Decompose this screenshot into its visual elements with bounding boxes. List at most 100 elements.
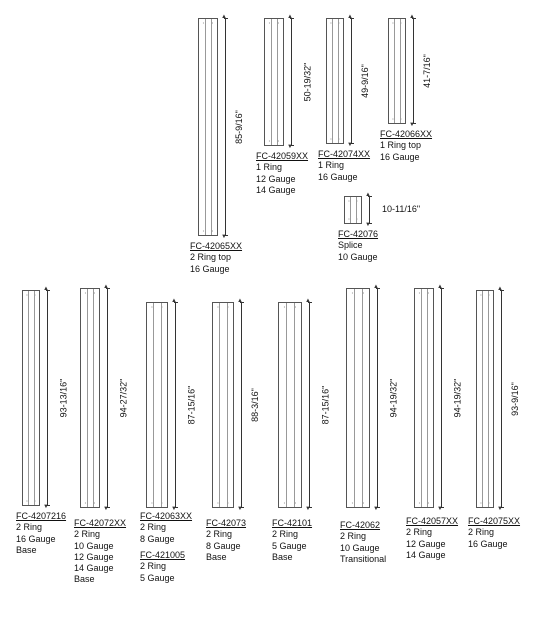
part-number: FC-42101 (272, 518, 312, 528)
column: •• •• (146, 302, 168, 508)
label-line: Transitional (340, 554, 386, 564)
label-fc-42062: FC-42062 2 Ring 10 Gauge Transitional (340, 520, 386, 565)
label-line: 8 Gauge (206, 541, 241, 551)
label-line: 5 Gauge (140, 573, 175, 583)
column: •• •• (212, 302, 234, 508)
label-line: 2 Ring (16, 522, 42, 532)
part-number: FC-42063XX (140, 511, 192, 521)
part-number: FC-42073 (206, 518, 246, 528)
dim-value: 94-19/32" (388, 377, 398, 420)
dim-value: 94-19/32" (452, 377, 462, 420)
label-fc-42074xx: FC-42074XX 1 Ring 16 Gauge (318, 149, 370, 183)
dim-value: 93-13/16" (58, 377, 68, 420)
dim-value: 88-3/16" (250, 386, 260, 424)
dimension: 87-15/16" (174, 302, 178, 508)
label-line: 1 Ring (318, 160, 344, 170)
dimension (368, 196, 372, 224)
label-line: Splice (338, 240, 363, 250)
parts-diagram: •• •• 85-9/16" FC-42065XX 2 Ring top 16 … (8, 8, 525, 614)
part-number: FC-42076 (338, 229, 378, 239)
label-fc-42057xx: FC-42057XX 2 Ring 12 Gauge 14 Gauge (406, 516, 458, 561)
dim-value: 94-27/32" (118, 377, 128, 420)
label-fc-42072xx: FC-42072XX 2 Ring 10 Gauge 12 Gauge 14 G… (74, 518, 126, 586)
dimension: 41-7/16" (412, 18, 416, 124)
label-line: 12 Gauge (74, 552, 114, 562)
dim-value: 87-15/16" (186, 384, 196, 427)
part-number: FC-42057XX (406, 516, 458, 526)
label-line: 2 Ring (140, 561, 166, 571)
dimension: 93-9/16" (500, 290, 504, 508)
label-fc-42059xx: FC-42059XX 1 Ring 12 Gauge 14 Gauge (256, 151, 308, 196)
column: •• •• (476, 290, 494, 508)
column: •• •• (326, 18, 344, 144)
label-line: Base (272, 552, 293, 562)
label-line: 12 Gauge (406, 539, 446, 549)
label-line: 1 Ring (256, 162, 282, 172)
label-fc-42075xx: FC-42075XX 2 Ring 16 Gauge (468, 516, 520, 550)
dim-value: 41-7/16" (422, 52, 432, 90)
label-fc-421005: FC-421005 2 Ring 5 Gauge (140, 550, 185, 584)
label-line: 14 Gauge (74, 563, 114, 573)
label-line: 16 Gauge (16, 534, 56, 544)
label-line: 5 Gauge (272, 541, 307, 551)
dim-value-horiz: 10-11/16" (382, 204, 420, 215)
dimension: 94-19/32" (376, 288, 380, 508)
label-fc-42066xx: FC-42066XX 1 Ring top 16 Gauge (380, 129, 432, 163)
label-fc-42073: FC-42073 2 Ring 8 Gauge Base (206, 518, 246, 563)
label-line: 16 Gauge (380, 152, 420, 162)
label-line: 16 Gauge (190, 264, 230, 274)
dim-value: 93-9/16" (510, 380, 520, 418)
dimension: 88-3/16" (240, 302, 244, 508)
label-line: 10 Gauge (340, 543, 380, 553)
dim-value: 49-9/16" (360, 62, 370, 100)
part-number: FC-4207216 (16, 511, 66, 521)
column: •• •• (388, 18, 406, 124)
column: •• •• (22, 290, 40, 506)
label-line: 16 Gauge (318, 172, 358, 182)
part-number: FC-42074XX (318, 149, 370, 159)
part-number: FC-42062 (340, 520, 380, 530)
dimension: 94-19/32" (440, 288, 444, 508)
label-line: 14 Gauge (406, 550, 446, 560)
label-line: 8 Gauge (140, 534, 175, 544)
label-fc-42076: FC-42076 Splice 10 Gauge (338, 229, 378, 263)
dimension: 94-27/32" (106, 288, 110, 508)
label-line: 2 Ring (468, 527, 494, 537)
label-line: 12 Gauge (256, 174, 296, 184)
label-line: Base (206, 552, 227, 562)
dim-value: 87-15/16" (320, 384, 330, 427)
part-number: FC-42059XX (256, 151, 308, 161)
label-line: 2 Ring (74, 529, 100, 539)
label-line: 2 Ring (206, 529, 232, 539)
part-number: FC-42072XX (74, 518, 126, 528)
part-number: FC-421005 (140, 550, 185, 560)
dimension: 50-19/32" (290, 18, 294, 146)
label-line: 2 Ring top (190, 252, 231, 262)
label-line: Base (74, 574, 95, 584)
label-fc-42065xx: FC-42065XX 2 Ring top 16 Gauge (190, 241, 242, 275)
label-line: 10 Gauge (74, 541, 114, 551)
dimension: 49-9/16" (350, 18, 354, 144)
column: •• •• (198, 18, 218, 236)
column: •• •• (264, 18, 284, 146)
dim-value: 50-19/32" (302, 61, 312, 104)
label-line: 14 Gauge (256, 185, 296, 195)
dim-value: 85-9/16" (234, 108, 244, 146)
column: •• •• (346, 288, 370, 508)
column: •• •• (80, 288, 100, 508)
dimension: 85-9/16" (224, 18, 228, 236)
part-number: FC-42066XX (380, 129, 432, 139)
label-line: 16 Gauge (468, 539, 508, 549)
column: •• •• (278, 302, 302, 508)
label-fc-42063xx: FC-42063XX 2 Ring 8 Gauge (140, 511, 192, 545)
dimension: 93-13/16" (46, 290, 50, 506)
label-fc-4207216: FC-4207216 2 Ring 16 Gauge Base (16, 511, 66, 556)
label-line: Base (16, 545, 37, 555)
dimension: 87-15/16" (308, 302, 312, 508)
part-number: FC-42065XX (190, 241, 242, 251)
label-line: 2 Ring (340, 531, 366, 541)
label-line: 2 Ring (272, 529, 298, 539)
label-fc-42101: FC-42101 2 Ring 5 Gauge Base (272, 518, 312, 563)
column: •• •• (344, 196, 362, 224)
label-line: 10 Gauge (338, 252, 378, 262)
